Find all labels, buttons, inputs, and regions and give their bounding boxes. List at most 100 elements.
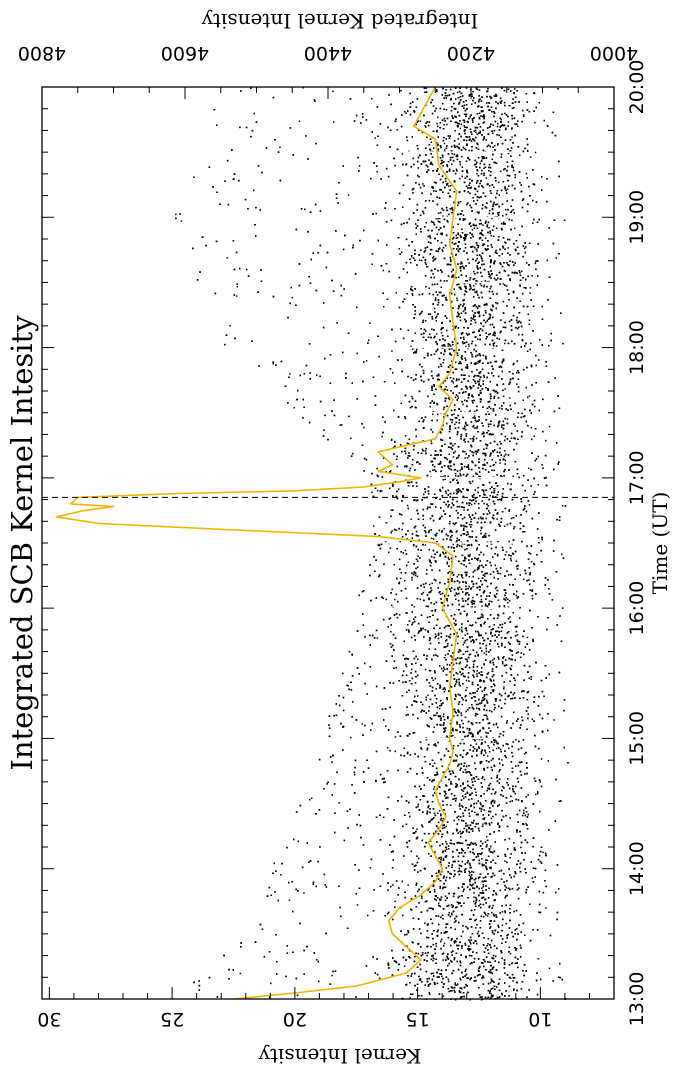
- scatter-point: [427, 694, 429, 696]
- scatter-point: [497, 599, 500, 601]
- scatter-point: [529, 287, 532, 289]
- scatter-point: [392, 884, 394, 886]
- scatter-point: [468, 149, 470, 152]
- scatter-point: [462, 403, 464, 406]
- scatter-point: [460, 261, 462, 263]
- scatter-point: [511, 136, 513, 138]
- scatter-point: [483, 778, 486, 781]
- scatter-point: [403, 965, 406, 967]
- scatter-point: [424, 544, 427, 546]
- scatter-point: [471, 310, 474, 312]
- scatter-point: [399, 577, 402, 580]
- scatter-point: [432, 959, 434, 962]
- scatter-point: [440, 704, 443, 707]
- scatter-point: [485, 535, 487, 537]
- scatter-point: [499, 462, 501, 464]
- scatter-point: [376, 637, 379, 639]
- scatter-point: [332, 90, 334, 93]
- scatter-point: [229, 325, 231, 327]
- scatter-point: [498, 407, 501, 409]
- scatter-point: [509, 397, 511, 399]
- scatter-point: [490, 817, 493, 820]
- scatter-point: [338, 802, 340, 804]
- scatter-point: [477, 517, 480, 520]
- scatter-point: [449, 628, 452, 630]
- scatter-point: [367, 914, 369, 917]
- scatter-point: [514, 425, 516, 427]
- scatter-point: [439, 899, 441, 901]
- scatter-point: [499, 889, 502, 892]
- scatter-point: [298, 120, 301, 122]
- scatter-point: [391, 588, 393, 591]
- scatter-point: [455, 592, 457, 594]
- scatter-point: [438, 810, 441, 812]
- scatter-point: [517, 120, 519, 122]
- scatter-point: [532, 222, 534, 224]
- scatter-point: [442, 165, 444, 167]
- scatter-point: [439, 723, 441, 726]
- scatter-point: [493, 186, 495, 189]
- scatter-point: [478, 899, 481, 902]
- scatter-point: [490, 803, 493, 805]
- scatter-point: [504, 860, 506, 862]
- scatter-point: [490, 759, 493, 761]
- scatter-point: [474, 224, 476, 227]
- scatter-point: [491, 459, 493, 461]
- scatter-point: [443, 553, 445, 555]
- scatter-point: [457, 395, 459, 398]
- scatter-point: [542, 851, 544, 853]
- scatter-point: [540, 758, 543, 760]
- scatter-point: [512, 980, 514, 982]
- scatter-point: [473, 896, 475, 898]
- scatter-point: [462, 668, 464, 671]
- scatter-point: [288, 899, 291, 902]
- scatter-point: [446, 123, 448, 126]
- scatter-point: [407, 561, 410, 563]
- scatter-point: [436, 788, 438, 790]
- scatter-point: [413, 731, 416, 734]
- scatter-point: [497, 626, 500, 629]
- scatter-point: [559, 976, 561, 979]
- scatter-point: [401, 153, 404, 155]
- scatter-point: [462, 119, 464, 121]
- scatter-point: [526, 636, 529, 639]
- scatter-point: [416, 575, 419, 578]
- scatter-point: [376, 489, 379, 492]
- scatter-point: [435, 688, 437, 690]
- scatter-point: [521, 412, 523, 415]
- scatter-point: [486, 915, 489, 917]
- scatter-point: [421, 259, 423, 262]
- scatter-point: [503, 450, 506, 452]
- scatter-point: [246, 268, 248, 271]
- scatter-point: [465, 332, 468, 335]
- scatter-point: [475, 131, 477, 134]
- scatter-point: [506, 418, 509, 420]
- scatter-point: [429, 470, 431, 473]
- scatter-point: [493, 708, 495, 711]
- scatter-point: [436, 402, 438, 405]
- scatter-point: [428, 287, 430, 289]
- scatter-point: [501, 911, 504, 913]
- scatter-point: [407, 735, 409, 737]
- scatter-point: [443, 142, 446, 145]
- scatter-point: [394, 900, 396, 903]
- scatter-point: [431, 249, 433, 251]
- scatter-point: [450, 270, 453, 273]
- scatter-point: [487, 722, 490, 725]
- scatter-point: [226, 257, 228, 259]
- scatter-point: [534, 262, 537, 265]
- scatter-point: [459, 127, 462, 130]
- scatter-point: [404, 549, 407, 552]
- scatter-point: [235, 295, 238, 297]
- scatter-point: [407, 884, 409, 886]
- scatter-point: [471, 736, 473, 738]
- scatter-point: [509, 800, 511, 803]
- scatter-point: [473, 892, 475, 894]
- scatter-point: [486, 716, 488, 718]
- scatter-point: [469, 279, 471, 281]
- scatter-point: [433, 958, 435, 960]
- scatter-point: [461, 341, 464, 343]
- scatter-point: [483, 534, 485, 537]
- scatter-point: [487, 671, 490, 674]
- scatter-point: [432, 818, 434, 820]
